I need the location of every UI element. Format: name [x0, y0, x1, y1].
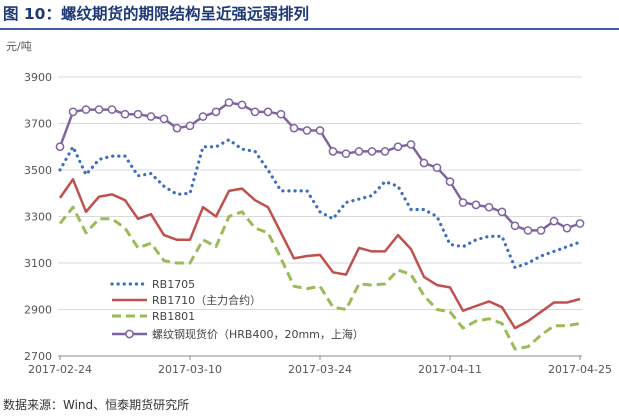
legend-marker — [125, 329, 134, 339]
series-point — [289, 123, 299, 133]
y-tick-label: 3700 — [24, 118, 52, 131]
series-point — [81, 105, 91, 114]
series-line-2 — [58, 205, 581, 351]
legend: RB1705 RB1710（主力合约） RB1801 螺纹钢现货价（HRB400，20… — [110, 278, 364, 341]
series-point — [367, 147, 377, 156]
series-point — [211, 107, 221, 117]
y-axis-label: 元/吨 — [6, 40, 32, 53]
title-underline — [0, 28, 619, 30]
series-point — [458, 198, 468, 207]
series-point — [562, 223, 572, 233]
series-point — [68, 107, 78, 117]
series-point — [198, 112, 208, 121]
y-tick-label: 3500 — [24, 164, 52, 177]
series-point — [328, 147, 338, 156]
series-point — [341, 149, 351, 159]
y-tick-label: 3100 — [24, 257, 52, 270]
series-point — [510, 221, 520, 231]
y-tick-label: 3900 — [24, 71, 52, 84]
series-point — [536, 226, 546, 235]
series-point — [523, 226, 533, 235]
series-point — [250, 107, 260, 117]
figure-title: 图 10：螺纹期货的期限结构呈近强远弱排列 — [3, 5, 309, 23]
x-tick-label: 2017-04-11 — [418, 363, 482, 376]
series-point — [354, 147, 364, 156]
y-tick-label: 2900 — [24, 304, 52, 317]
series-point — [224, 98, 234, 107]
series-point — [94, 105, 104, 114]
series-point — [419, 158, 429, 168]
series-point — [406, 140, 416, 149]
tick-layer: 2700 2900 3100 3300 3500 3700 3900 2017-02-24 20… — [24, 71, 612, 376]
y-tick-label: 3300 — [24, 211, 52, 224]
series-point — [107, 105, 117, 114]
data-source-note: 数据来源：Wind、恒泰期货研究所 — [3, 398, 190, 412]
series-point — [133, 109, 143, 119]
legend-label-0: RB1705 — [152, 278, 195, 291]
series-point — [159, 114, 169, 124]
series-point — [484, 202, 494, 212]
series-point — [497, 207, 507, 217]
series-point — [302, 126, 312, 135]
x-tick-label: 2017-03-10 — [158, 363, 222, 376]
x-tick-label: 2017-04-25 — [548, 363, 612, 376]
series-point — [120, 109, 130, 119]
legend-label-2: RB1801 — [152, 310, 195, 323]
series-point — [237, 100, 247, 110]
series-point — [172, 123, 182, 133]
series-point — [575, 219, 585, 228]
series-point — [380, 147, 390, 156]
series-point — [549, 216, 559, 226]
x-tick-label: 2017-02-24 — [28, 363, 92, 376]
legend-label-3: 螺纹钢现货价（HRB400，20mm，上海） — [152, 327, 364, 341]
series-point — [146, 112, 156, 121]
series-point — [315, 126, 325, 135]
series-point — [432, 163, 442, 173]
series-point — [393, 142, 403, 152]
series-point — [55, 142, 65, 152]
y-tick-label: 2700 — [24, 350, 52, 363]
series-point — [471, 200, 481, 210]
series-point — [445, 177, 455, 186]
series-point — [263, 107, 273, 117]
series-layer — [55, 98, 585, 351]
series-point — [276, 109, 286, 119]
legend-label-1: RB1710（主力合约） — [152, 293, 261, 307]
series-point — [185, 121, 195, 131]
x-tick-label: 2017-03-24 — [288, 363, 352, 376]
series-line-0 — [58, 138, 582, 270]
series-line-1 — [58, 178, 581, 330]
